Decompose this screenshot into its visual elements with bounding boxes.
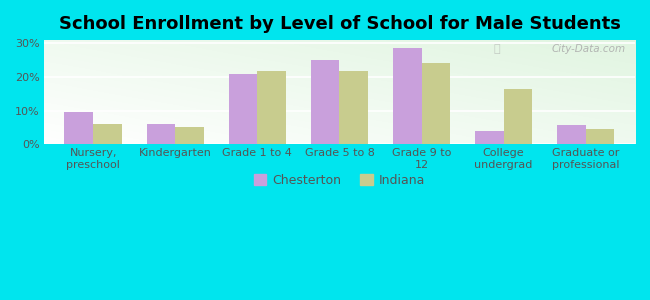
Bar: [93, 124, 122, 144]
Bar: [586, 129, 614, 144]
Bar: [475, 131, 504, 144]
Bar: [229, 74, 257, 144]
Bar: [176, 128, 204, 144]
Bar: [393, 49, 422, 144]
Bar: [311, 60, 339, 144]
Legend: Chesterton, Indiana: Chesterton, Indiana: [249, 169, 430, 192]
Bar: [146, 124, 176, 144]
Bar: [504, 89, 532, 144]
Bar: [422, 63, 450, 144]
Bar: [64, 112, 93, 144]
Bar: [557, 125, 586, 144]
Bar: [257, 71, 286, 144]
Text: ⓘ: ⓘ: [493, 44, 500, 54]
Title: School Enrollment by Level of School for Male Students: School Enrollment by Level of School for…: [58, 15, 620, 33]
Text: City-Data.com: City-Data.com: [552, 44, 626, 54]
Bar: [339, 71, 368, 144]
